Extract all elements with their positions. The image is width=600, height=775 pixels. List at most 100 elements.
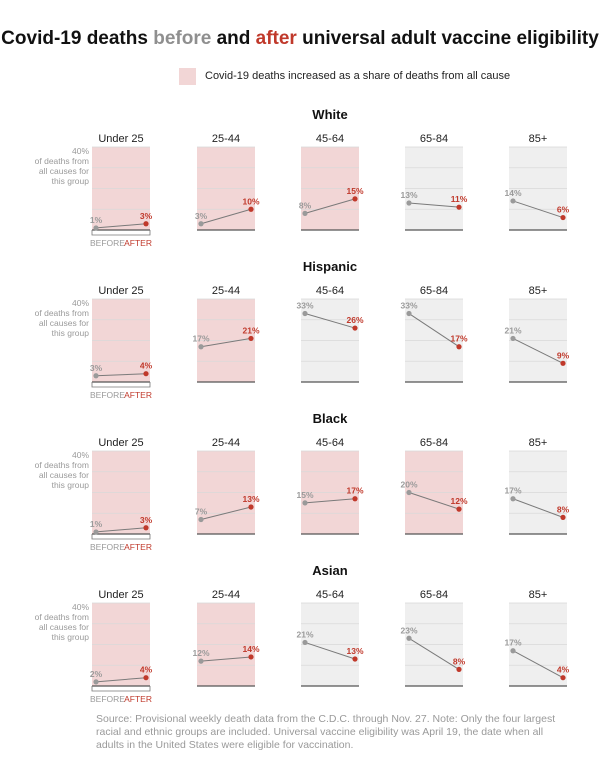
y-axis-description: all causes for — [39, 470, 89, 480]
age-label: 65-84 — [420, 285, 448, 297]
after-point — [143, 221, 149, 227]
before-point — [406, 635, 412, 641]
after-axis-label: AFTER — [124, 694, 152, 704]
after-point — [248, 504, 254, 510]
series-line — [95, 677, 147, 683]
series-line — [304, 641, 356, 660]
after-point — [143, 675, 149, 681]
y-axis-description: this group — [52, 480, 90, 490]
before-value-label: 20% — [400, 480, 417, 490]
age-label: 85+ — [529, 133, 548, 145]
after-value-label: 21% — [242, 325, 259, 335]
after-value-label: 26% — [346, 315, 363, 325]
before-point — [302, 210, 308, 216]
age-label: 45-64 — [316, 437, 344, 449]
title-suffix: universal adult vaccine eligibility — [302, 28, 599, 49]
after-value-label: 4% — [140, 361, 153, 371]
axis-bracket — [91, 382, 151, 388]
age-label: Under 25 — [98, 285, 143, 297]
before-point — [93, 225, 99, 231]
chart-title: Covid-19 deaths before and after univers… — [0, 28, 600, 50]
after-point — [248, 206, 254, 212]
legend: Covid-19 deaths increased as a share of … — [179, 66, 510, 86]
group-title-black: Black — [313, 411, 348, 426]
before-point — [198, 658, 204, 664]
series-line — [512, 650, 564, 679]
before-value-label: 23% — [400, 625, 417, 635]
after-value-label: 11% — [451, 194, 468, 204]
after-value-label: 4% — [140, 665, 153, 675]
before-point — [302, 310, 308, 317]
series-line — [304, 498, 356, 504]
after-value-label: 9% — [557, 350, 570, 360]
before-value-label: 8% — [299, 200, 312, 210]
before-value-label: 13% — [400, 190, 417, 200]
before-point — [406, 200, 412, 206]
after-value-label: 14% — [242, 644, 259, 654]
before-value-label: 7% — [195, 506, 208, 516]
before-value-label: 3% — [195, 211, 208, 221]
series-line — [512, 337, 564, 364]
series-line — [95, 223, 147, 229]
before-value-label: 12% — [192, 648, 209, 658]
before-value-label: 2% — [90, 669, 103, 679]
after-value-label: 12% — [450, 496, 467, 506]
series-line — [95, 373, 147, 377]
after-axis-label: AFTER — [124, 542, 152, 552]
after-value-label: 8% — [557, 504, 570, 514]
before-point — [93, 529, 99, 535]
after-value-label: 15% — [346, 186, 363, 196]
after-axis-label: AFTER — [124, 390, 152, 400]
after-point — [143, 525, 149, 531]
after-value-label: 17% — [346, 486, 363, 496]
legend-label: Covid-19 deaths increased as a share of … — [205, 70, 511, 82]
age-label: Under 25 — [98, 589, 143, 601]
age-label: 25-44 — [212, 437, 240, 449]
y-axis-description: all causes for — [39, 318, 89, 328]
axis-bracket — [91, 686, 151, 692]
age-label: 65-84 — [420, 133, 448, 145]
after-point — [560, 214, 566, 221]
after-point — [456, 666, 462, 673]
title-and: and — [216, 28, 251, 49]
after-point — [248, 335, 254, 342]
after-value-label: 3% — [140, 515, 153, 525]
before-point — [198, 344, 204, 350]
age-label: 85+ — [529, 589, 548, 601]
y-axis-top-label: 40% — [72, 298, 89, 308]
before-point — [406, 489, 412, 496]
after-point — [352, 656, 358, 662]
age-label: Under 25 — [98, 437, 143, 449]
age-label: 45-64 — [316, 285, 344, 297]
y-axis-description: of deaths from — [35, 460, 89, 470]
before-value-label: 3% — [90, 363, 103, 373]
before-axis-label: BEFORE — [90, 238, 125, 248]
before-value-label: 17% — [192, 334, 209, 344]
before-point — [406, 310, 412, 317]
y-axis-description: this group — [52, 176, 90, 186]
series-line — [408, 313, 460, 348]
after-value-label: 13% — [242, 494, 259, 504]
age-label: 65-84 — [420, 589, 448, 601]
series-line — [200, 337, 252, 348]
after-value-label: 13% — [346, 646, 363, 656]
series-line — [304, 313, 356, 329]
before-value-label: 21% — [296, 629, 313, 639]
age-label: 45-64 — [316, 133, 344, 145]
before-axis-label: BEFORE — [90, 542, 125, 552]
series-line — [408, 637, 460, 670]
age-label: 25-44 — [212, 285, 240, 297]
y-axis-description: all causes for — [39, 622, 89, 632]
before-value-label: 21% — [504, 325, 521, 335]
series-line — [408, 492, 460, 510]
before-point — [302, 500, 308, 506]
age-label: Under 25 — [98, 133, 143, 145]
before-value-label: 1% — [90, 215, 103, 225]
after-value-label: 6% — [557, 205, 570, 215]
after-point — [456, 204, 462, 210]
after-point — [456, 506, 462, 512]
after-axis-label: AFTER — [124, 238, 152, 248]
series-line — [512, 498, 564, 518]
group-title-asian: Asian — [312, 563, 347, 578]
